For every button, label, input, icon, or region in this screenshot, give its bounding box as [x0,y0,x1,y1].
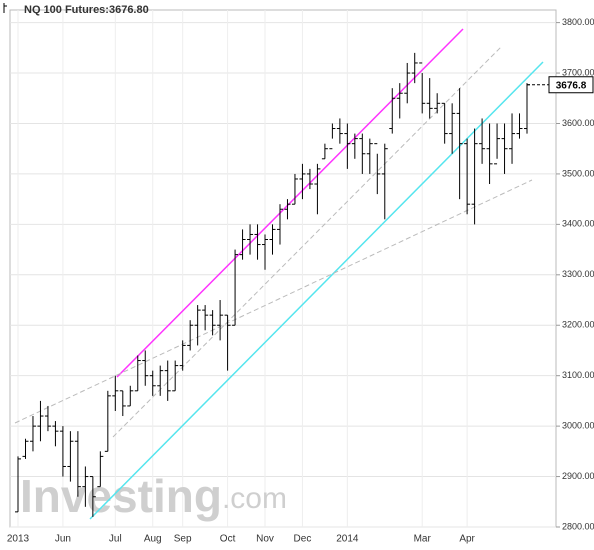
chart-title: NQ 100 Futures:3676.80 [24,4,149,16]
x-tick-label: Dec [294,534,312,545]
bars [15,52,530,517]
y-tick-label: 3100.00 [562,370,594,380]
x-tick-label: Jul [109,534,122,545]
y-tick-label: 3500.00 [562,168,594,178]
x-tick-label: 2014 [336,534,359,545]
x-tick-label: Apr [459,534,475,545]
trendlines [14,28,544,520]
x-tick-label: Oct [220,534,236,545]
x-tick-label: Nov [256,534,274,545]
trendline [14,179,533,424]
last-price-label: 3676.8 [556,80,587,91]
x-tick-label: Sep [174,534,192,545]
x-tick-label: Mar [414,534,432,545]
y-tick-label: 3700.00 [562,67,594,77]
watermark: Investing.com [20,470,287,522]
y-tick-label: 3800.00 [562,17,594,27]
x-tick-label: Jun [55,534,71,545]
y-tick-label: 3400.00 [562,219,594,229]
last-price-box [548,76,594,94]
y-tick-label: 2900.00 [562,471,594,481]
trendline [116,28,464,378]
x-tick-label: Aug [144,534,162,545]
trendline [89,61,544,520]
x-tick-label: 2013 [7,534,30,545]
y-tick-label: 2800.00 [562,521,594,531]
y-tick-label: 3000.00 [562,420,594,430]
y-tick-label: 3600.00 [562,118,594,128]
y-tick-label: 3300.00 [562,269,594,279]
watermark-main: Investing [20,470,222,522]
y-tick-label: 3200.00 [562,320,594,330]
watermark-suffix: .com [222,482,287,515]
plot-area [9,9,557,528]
